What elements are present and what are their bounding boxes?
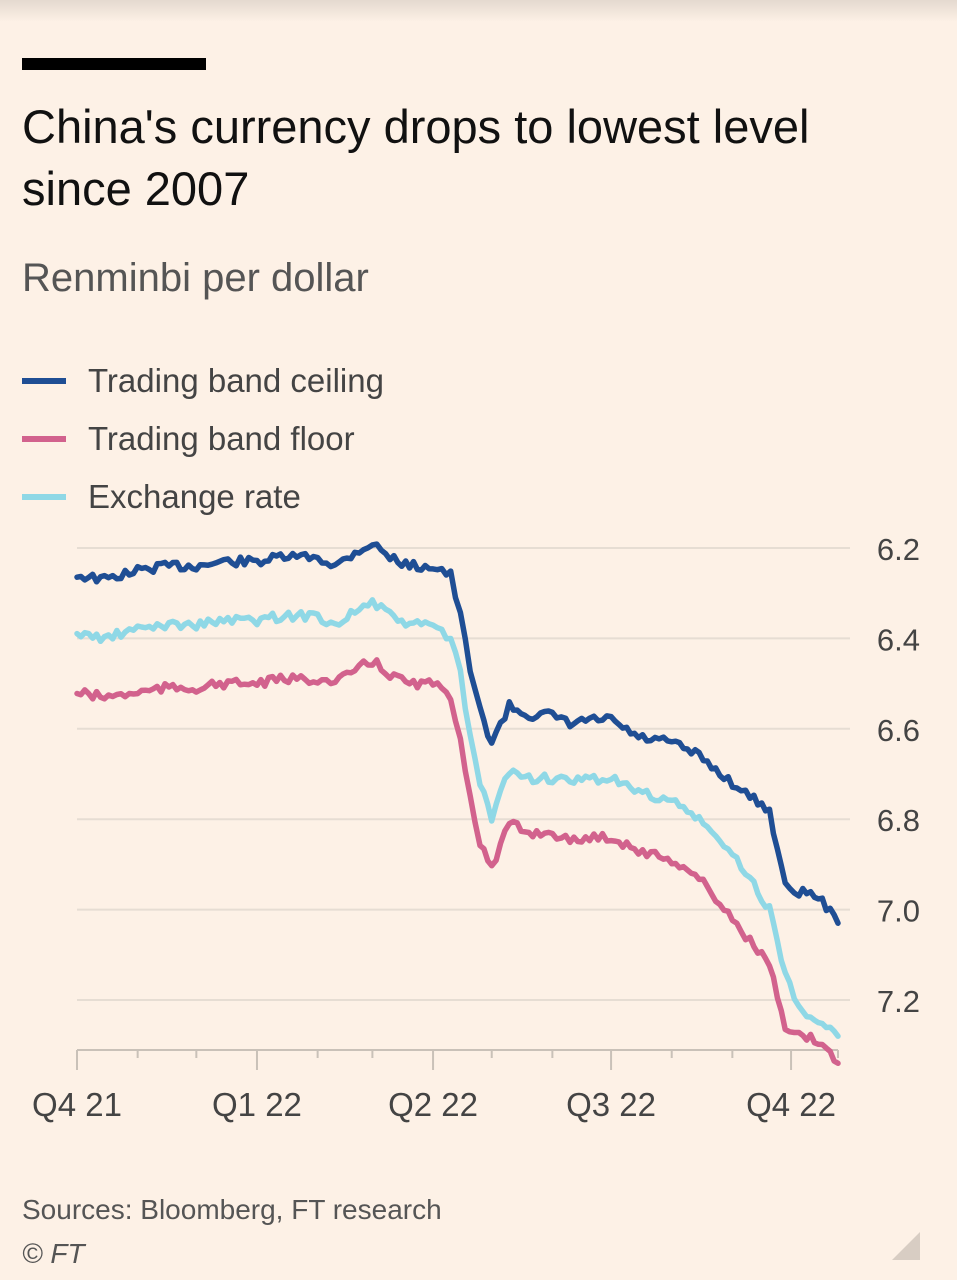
y-axis-labels: 6.2 6.4 6.6 6.8 7.0 7.2: [877, 532, 920, 1019]
legend-swatch-floor: [22, 436, 66, 442]
y-tick-label: 7.2: [877, 984, 920, 1019]
x-axis: [76, 1049, 839, 1070]
series-line-ceiling: [74, 541, 841, 926]
legend-swatch-ceiling: [22, 378, 66, 384]
series-line-floor: [74, 657, 841, 1067]
legend-label-floor: Trading band floor: [88, 420, 355, 457]
x-tick-label: Q4 21: [32, 1086, 122, 1123]
x-axis-labels: Q4 21 Q1 22 Q2 22 Q3 22 Q4 22: [32, 1086, 836, 1123]
x-tick-label: Q1 22: [212, 1086, 302, 1123]
legend-label-exchange: Exchange rate: [88, 478, 301, 515]
series-layer: [74, 541, 841, 1067]
y-tick-label: 6.6: [877, 713, 920, 748]
x-tick-label: Q4 22: [746, 1086, 836, 1123]
legend-item-ceiling: Trading band ceiling: [22, 352, 384, 410]
line-chart: 6.26.46.66.87.07.2 Q4 21 Q1 22 Q2 22 Q3 22 Q…: [32, 532, 920, 1123]
copyright: © FT: [22, 1238, 85, 1269]
x-tick-label: Q3 22: [566, 1086, 656, 1123]
legend-label-ceiling: Trading band ceiling: [88, 362, 384, 399]
chart-title: China's currency drops to lowest level s…: [22, 100, 810, 215]
y-tick-label: 7.0: [877, 894, 920, 929]
legend-item-exchange: Exchange rate: [22, 468, 384, 526]
source-note: Sources: Bloomberg, FT research: [22, 1194, 442, 1225]
ft-header-bar: [22, 58, 206, 70]
y-tick-label: 6.2: [877, 532, 920, 567]
top-shadow: [0, 0, 957, 22]
series-line-exchange: [74, 597, 841, 1039]
resize-corner-icon: [892, 1232, 920, 1260]
y-tick-label: 6.8: [877, 803, 920, 838]
legend-item-floor: Trading band floor: [22, 410, 384, 468]
y-tick-label: 6.4: [877, 622, 920, 657]
legend-swatch-exchange: [22, 494, 66, 500]
legend: Trading band ceiling Trading band floor …: [22, 352, 384, 526]
chart-subtitle: Renminbi per dollar: [22, 256, 369, 300]
x-tick-label: Q2 22: [388, 1086, 478, 1123]
